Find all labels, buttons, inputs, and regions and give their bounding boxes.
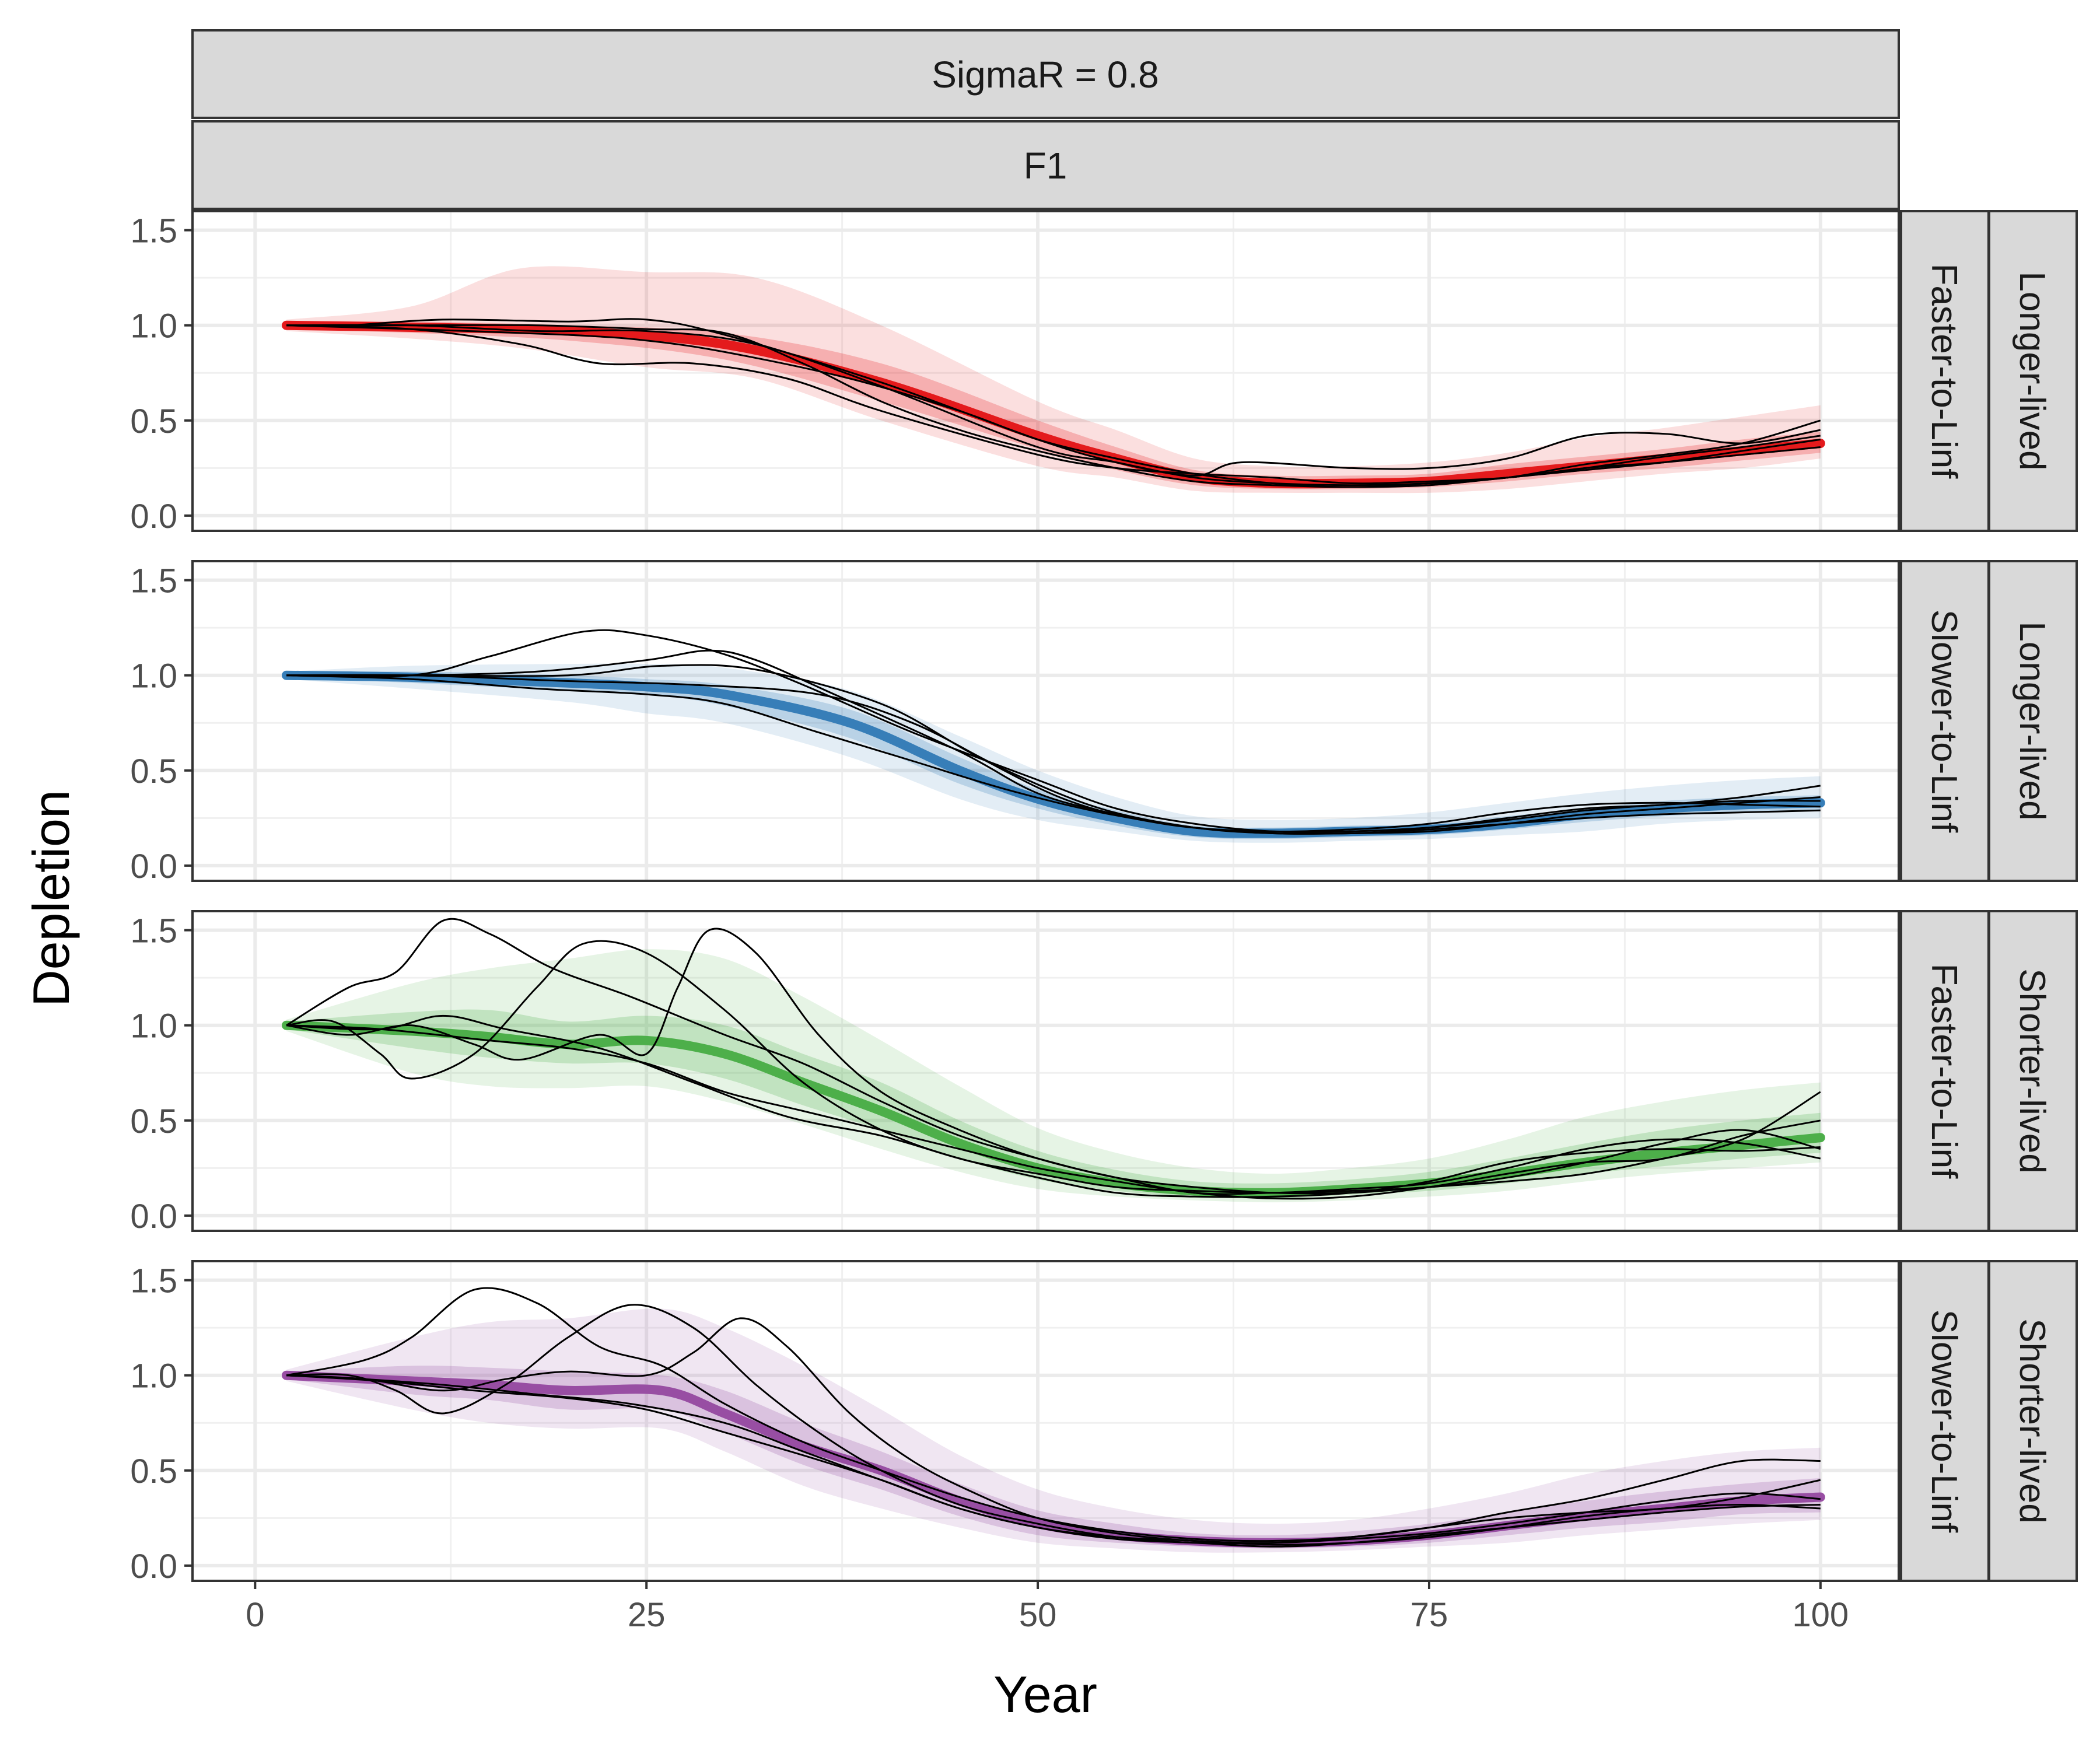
x-tick-label: 100 (1792, 1596, 1849, 1634)
y-tick-label: 1.5 (130, 212, 177, 250)
strip-top-box (191, 29, 1900, 119)
y-tick-label: 0.5 (130, 1102, 177, 1140)
panel-border (191, 560, 1900, 882)
trace-line-2 (286, 649, 1821, 833)
x-axis: 0 25 50 75 100 (246, 1581, 1849, 1634)
x-tick-label: 75 (1410, 1596, 1448, 1634)
y-axis-title: Depletion (22, 790, 80, 1007)
trace-line-4 (286, 1024, 1821, 1200)
panel-4: 0.0 0.5 1.0 1.5 Slower-to-Linf Shorter-lived (130, 1260, 2078, 1586)
panel-background (192, 911, 1899, 1231)
y-tick-label: 1.5 (130, 562, 177, 600)
trace-line-5 (286, 1014, 1821, 1198)
trace-line-4 (286, 674, 1821, 835)
x-tick-label: 0 (246, 1596, 264, 1634)
strip-header: SigmaR = 0.8 F1 (191, 29, 1900, 210)
trace-line-2 (286, 324, 1821, 487)
strip-inner-box (1900, 910, 1990, 1232)
panel-background (192, 211, 1899, 531)
band-inner (286, 1009, 1821, 1199)
y-tick-label: 0.5 (130, 402, 177, 440)
panel-2: 0.0 0.5 1.0 1.5 Slower-to-Linf Longer-lived (130, 560, 2078, 886)
strip-sub-box (191, 120, 1900, 210)
strip-inner-label: Faster-to-Linf (1924, 264, 1964, 479)
strip-inner-box (1900, 1260, 1990, 1582)
trace-line-5 (286, 664, 1821, 833)
y-tick-label: 1.5 (130, 912, 177, 950)
strip-inner-box (1900, 560, 1990, 882)
band-outer (286, 663, 1821, 843)
trace-line-1 (286, 629, 1821, 833)
panel-border (191, 210, 1900, 532)
panel-1: 0.0 0.5 1.0 1.5 Faster-to-Linf Longer-lived (130, 210, 2078, 536)
y-tick-label: 1.0 (130, 1357, 177, 1395)
y-tick-label: 0.0 (130, 498, 177, 536)
y-tick-label: 1.0 (130, 657, 177, 695)
y-tick-label: 0.0 (130, 1198, 177, 1236)
strip-outer-box (1988, 910, 2078, 1232)
x-tick-label: 25 (628, 1596, 666, 1634)
panel-border (191, 910, 1900, 1232)
strip-outer-box (1988, 210, 2078, 532)
trace-line-2 (286, 1304, 1821, 1545)
strip-outer-label: Longer-lived (2012, 621, 2052, 820)
strip-outer-label: Longer-lived (2012, 271, 2052, 470)
x-axis-title: Year (993, 1665, 1097, 1723)
trace-line-3 (286, 928, 1821, 1195)
x-tick-label: 50 (1019, 1596, 1057, 1634)
y-tick-label: 1.0 (130, 307, 177, 345)
strip-inner-box (1900, 210, 1990, 532)
trace-line-5 (286, 1374, 1821, 1546)
trace-line-3 (286, 674, 1821, 835)
panel-background (192, 561, 1899, 881)
strip-outer-label: Shorter-lived (2012, 968, 2052, 1173)
y-tick-label: 0.0 (130, 848, 177, 886)
trace-line-1 (286, 918, 1821, 1195)
strip-inner-label: Slower-to-Linf (1924, 610, 1964, 833)
y-tick-label: 0.5 (130, 752, 177, 790)
plot-area (282, 266, 1825, 494)
strip-inner-label: Slower-to-Linf (1924, 1310, 1964, 1533)
strip-sub-label: F1 (1024, 145, 1068, 187)
trace-line-5 (286, 324, 1821, 488)
panel-3: 0.0 0.5 1.0 1.5 Faster-to-Linf Shorter-lived (130, 910, 2078, 1236)
y-tick-label: 0.5 (130, 1452, 177, 1490)
strip-top-label: SigmaR = 0.8 (932, 54, 1159, 96)
trace-line-1 (286, 1287, 1821, 1542)
y-tick-label: 1.5 (130, 1262, 177, 1300)
plot-area (282, 918, 1825, 1203)
y-tick-label: 1.0 (130, 1007, 177, 1045)
strip-outer-box (1988, 560, 2078, 882)
strip-inner-label: Faster-to-Linf (1924, 964, 1964, 1179)
trace-line-3 (286, 1317, 1821, 1544)
strip-outer-box (1988, 1260, 2078, 1582)
strip-outer-label: Shorter-lived (2012, 1318, 2052, 1523)
plot-area (282, 629, 1825, 843)
trace-line-4 (286, 324, 1821, 488)
y-tick-label: 0.0 (130, 1548, 177, 1586)
plot-area (282, 1287, 1825, 1553)
panel-border (191, 1260, 1900, 1582)
